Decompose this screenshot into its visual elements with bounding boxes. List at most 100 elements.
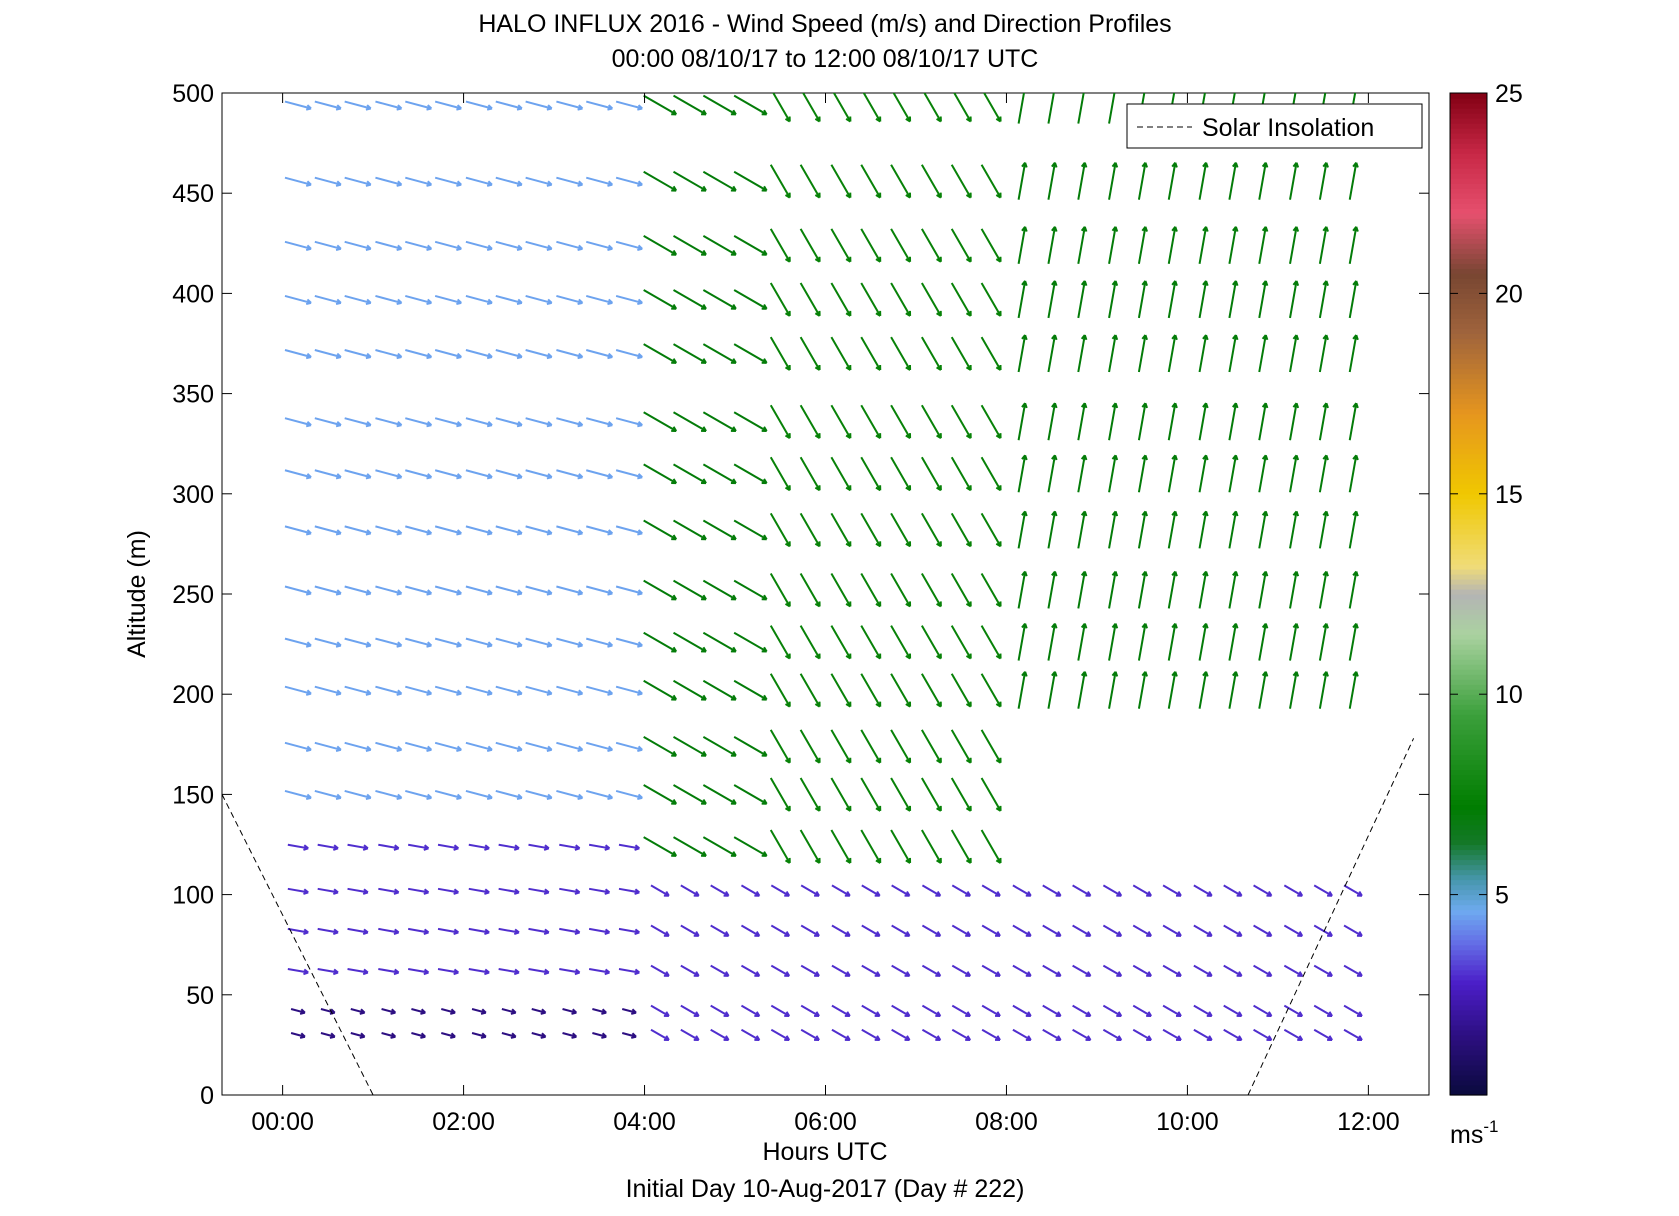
colorbar-segment bbox=[1450, 969, 1487, 976]
wind-arrow-shaft bbox=[344, 417, 372, 427]
wind-arrow bbox=[1102, 1028, 1123, 1042]
wind-arrow-shaft bbox=[702, 736, 737, 757]
wind-arrow-head bbox=[546, 748, 552, 752]
wind-arrow bbox=[317, 887, 339, 895]
wind-arrow-shaft bbox=[1228, 455, 1237, 493]
wind-arrow-shaft bbox=[586, 789, 613, 799]
wind-arrow-head bbox=[423, 971, 429, 976]
wind-arrow-head bbox=[1145, 87, 1147, 92]
colorbar-segment bbox=[1450, 714, 1487, 720]
wind-arrow bbox=[643, 679, 678, 701]
wind-arrow-shaft bbox=[643, 411, 677, 432]
wind-arrow bbox=[1283, 964, 1304, 977]
wind-arrow-shaft bbox=[1348, 623, 1358, 661]
wind-arrow-head bbox=[1144, 454, 1148, 461]
wind-arrow-shaft bbox=[673, 519, 707, 541]
wind-arrow-shaft bbox=[1108, 402, 1117, 441]
wind-arrow bbox=[586, 417, 614, 428]
wind-arrow-shaft bbox=[643, 289, 677, 310]
wind-arrow-shaft bbox=[643, 579, 677, 601]
wind-arrow bbox=[1137, 402, 1148, 441]
colorbar-segment bbox=[1450, 854, 1487, 861]
wind-arrow bbox=[344, 100, 372, 111]
wind-arrow bbox=[1348, 402, 1359, 441]
wind-arrow-shaft bbox=[290, 1032, 306, 1038]
colorbar-segment bbox=[1450, 103, 1487, 109]
wind-arrow-shaft bbox=[680, 884, 700, 897]
wind-arrow-shaft bbox=[586, 685, 613, 695]
wind-arrow bbox=[1253, 924, 1273, 937]
wind-arrow-shaft bbox=[465, 349, 493, 358]
wind-arrow-shaft bbox=[800, 964, 820, 977]
wind-arrow bbox=[405, 100, 433, 111]
wind-arrow-shaft bbox=[495, 789, 523, 799]
wind-arrow bbox=[733, 679, 768, 701]
colorbar-segment bbox=[1450, 719, 1487, 725]
wind-arrow bbox=[891, 1028, 911, 1042]
wind-arrow bbox=[951, 1028, 972, 1042]
wind-arrow-shaft bbox=[495, 637, 523, 647]
wind-arrow-head bbox=[1024, 280, 1028, 286]
wind-arrow-head bbox=[1024, 454, 1028, 461]
wind-arrow-shaft bbox=[1012, 1028, 1032, 1041]
wind-arrow bbox=[284, 789, 312, 801]
wind-arrow-head bbox=[905, 602, 911, 608]
colorbar-segment bbox=[1450, 293, 1487, 300]
wind-arrow-shaft bbox=[1253, 884, 1272, 897]
wind-arrow-shaft bbox=[284, 525, 312, 535]
wind-arrow bbox=[733, 784, 768, 805]
wind-arrow-shaft bbox=[525, 240, 552, 250]
wind-arrow-shaft bbox=[1167, 671, 1177, 709]
wind-arrow-shaft bbox=[1077, 571, 1086, 609]
wind-arrow-head bbox=[577, 476, 583, 480]
wind-arrow-head bbox=[486, 748, 493, 752]
wind-arrow-shaft bbox=[615, 100, 643, 110]
wind-arrow-shaft bbox=[673, 289, 707, 310]
wind-arrow bbox=[1102, 1004, 1123, 1017]
wind-arrow-head bbox=[607, 692, 613, 696]
wind-arrow-head bbox=[1114, 454, 1119, 461]
wind-arrow bbox=[378, 967, 400, 976]
wind-arrow-head bbox=[577, 183, 583, 187]
wind-arrow-shaft bbox=[1108, 334, 1117, 373]
wind-arrow bbox=[1198, 510, 1209, 549]
wind-arrow-shaft bbox=[284, 240, 312, 250]
colorbar-segment bbox=[1450, 839, 1487, 846]
wind-arrow bbox=[407, 843, 430, 851]
wind-arrow-head bbox=[995, 807, 1002, 812]
wind-arrow bbox=[375, 176, 403, 187]
wind-arrow bbox=[284, 100, 312, 111]
wind-arrow bbox=[920, 164, 942, 199]
wind-arrow-shaft bbox=[556, 100, 583, 110]
wind-arrow-shaft bbox=[287, 927, 309, 934]
wind-arrow-head bbox=[546, 592, 552, 596]
wind-arrow-shaft bbox=[950, 456, 972, 491]
colorbar-segment bbox=[1450, 568, 1487, 575]
wind-arrow-head bbox=[1083, 162, 1088, 168]
wind-arrow bbox=[468, 887, 490, 895]
wind-arrow-shaft bbox=[799, 282, 821, 317]
colorbar-segment bbox=[1450, 884, 1487, 891]
wind-arrow-shaft bbox=[733, 343, 768, 364]
wind-arrow-head bbox=[393, 931, 399, 936]
wind-arrow bbox=[434, 637, 462, 648]
wind-arrow-shaft bbox=[1077, 162, 1086, 200]
wind-arrow-shaft bbox=[921, 1004, 941, 1017]
wind-arrow-shaft bbox=[1017, 162, 1027, 200]
wind-arrow-head bbox=[784, 655, 791, 660]
wind-arrow bbox=[405, 176, 433, 187]
wind-arrow-head bbox=[1142, 87, 1145, 91]
wind-arrow-shaft bbox=[891, 1028, 911, 1041]
wind-arrow-shaft bbox=[769, 456, 791, 491]
wind-arrow-shaft bbox=[799, 829, 821, 864]
wind-arrow bbox=[1167, 454, 1178, 493]
y-tick-label: 300 bbox=[172, 481, 214, 509]
wind-arrow-head bbox=[426, 247, 432, 251]
wind-arrow bbox=[770, 884, 791, 897]
colorbar-segment bbox=[1450, 959, 1487, 966]
wind-arrow-shaft bbox=[314, 637, 342, 647]
wind-arrow-head bbox=[393, 971, 399, 976]
wind-arrow-head bbox=[516, 356, 523, 360]
wind-arrow-head bbox=[426, 644, 432, 648]
